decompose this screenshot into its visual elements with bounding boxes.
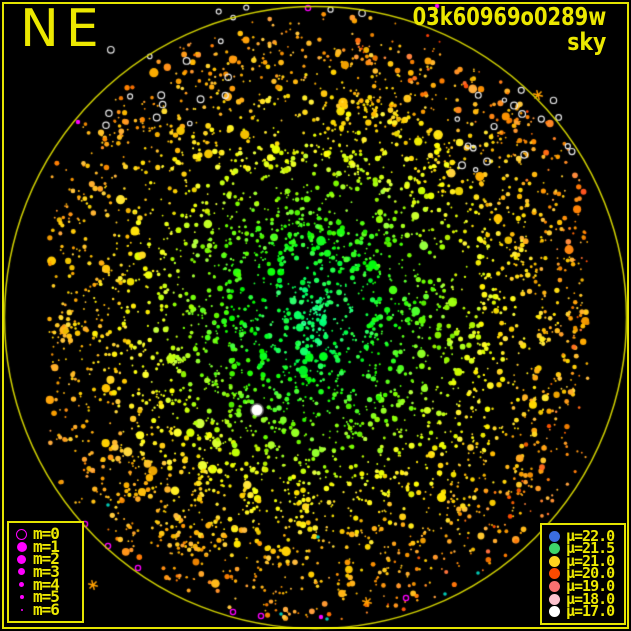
marker-cell — [547, 606, 562, 618]
magenta-size-marker — [20, 608, 23, 611]
legend-label: μ=21.5 — [566, 539, 615, 558]
marker-cell — [14, 608, 29, 611]
plot-subtitle: sky — [566, 28, 606, 56]
mu-color-legend: μ=22.0 μ=21.5 μ=21.0 μ=20.0 μ=19.0 μ=18.… — [540, 523, 626, 625]
legend-row: μ=21.5 — [547, 539, 621, 558]
mu-color-marker — [549, 530, 560, 542]
legend-row: m=1 — [14, 536, 79, 556]
legend-row: m=5 — [14, 587, 79, 607]
legend-label: m=2 — [33, 549, 60, 569]
legend-label: m=5 — [33, 587, 60, 607]
marker-cell — [14, 595, 29, 600]
marker-cell — [547, 593, 562, 605]
mu-color-marker — [549, 543, 560, 555]
magenta-size-marker — [17, 554, 26, 564]
magenta-size-marker — [18, 568, 25, 576]
legend-row: μ=19.0 — [547, 577, 621, 596]
legend-row: m=0 — [14, 524, 79, 543]
legend-row: m=3 — [14, 561, 79, 581]
marker-cell — [14, 528, 29, 540]
legend-row: μ=20.0 — [547, 564, 621, 583]
marker-cell — [14, 541, 29, 552]
marker-cell — [547, 581, 562, 593]
legend-label: m=6 — [33, 599, 60, 619]
magenta-size-marker — [16, 528, 27, 540]
legend-label: μ=18.0 — [566, 589, 615, 608]
legend-row: μ=22.0 — [547, 526, 621, 545]
legend-row: μ=17.0 — [547, 602, 621, 621]
mu-color-marker — [549, 568, 560, 580]
legend-label: μ=17.0 — [566, 602, 615, 621]
legend-label: m=4 — [33, 574, 60, 594]
mu-color-marker — [549, 555, 560, 567]
marker-cell — [547, 568, 562, 580]
legend-row: μ=18.0 — [547, 589, 621, 608]
orientation-label: NE — [20, 0, 106, 59]
legend-row: m=4 — [14, 574, 79, 594]
marker-cell — [14, 568, 29, 576]
mu-color-marker — [549, 581, 560, 593]
magnitude-size-legend: m=0 m=1 m=2 m=3 m=4 m=5 m=6 — [7, 521, 84, 623]
magenta-size-marker — [19, 595, 24, 600]
marker-cell — [14, 582, 29, 588]
legend-row: m=2 — [14, 549, 79, 569]
legend-label: μ=19.0 — [566, 577, 615, 596]
exposure-title: 03k60969o0289w — [412, 2, 606, 31]
marker-cell — [14, 554, 29, 564]
legend-row: m=6 — [14, 599, 79, 619]
title-block: 03k60969o0289w sky — [358, 4, 606, 54]
marker-cell — [547, 530, 562, 542]
legend-row: μ=21.0 — [547, 551, 621, 570]
legend-label: μ=20.0 — [566, 564, 615, 583]
legend-label: m=1 — [33, 536, 60, 556]
mu-color-marker — [549, 606, 560, 618]
magenta-size-marker — [16, 541, 27, 552]
legend-label: m=3 — [33, 561, 60, 581]
legend-label: μ=21.0 — [566, 551, 615, 570]
magenta-size-marker — [19, 582, 24, 588]
marker-cell — [547, 543, 562, 555]
legend-label: μ=22.0 — [566, 526, 615, 545]
marker-cell — [547, 555, 562, 567]
legend-label: m=0 — [33, 524, 60, 543]
mu-color-marker — [549, 593, 560, 605]
